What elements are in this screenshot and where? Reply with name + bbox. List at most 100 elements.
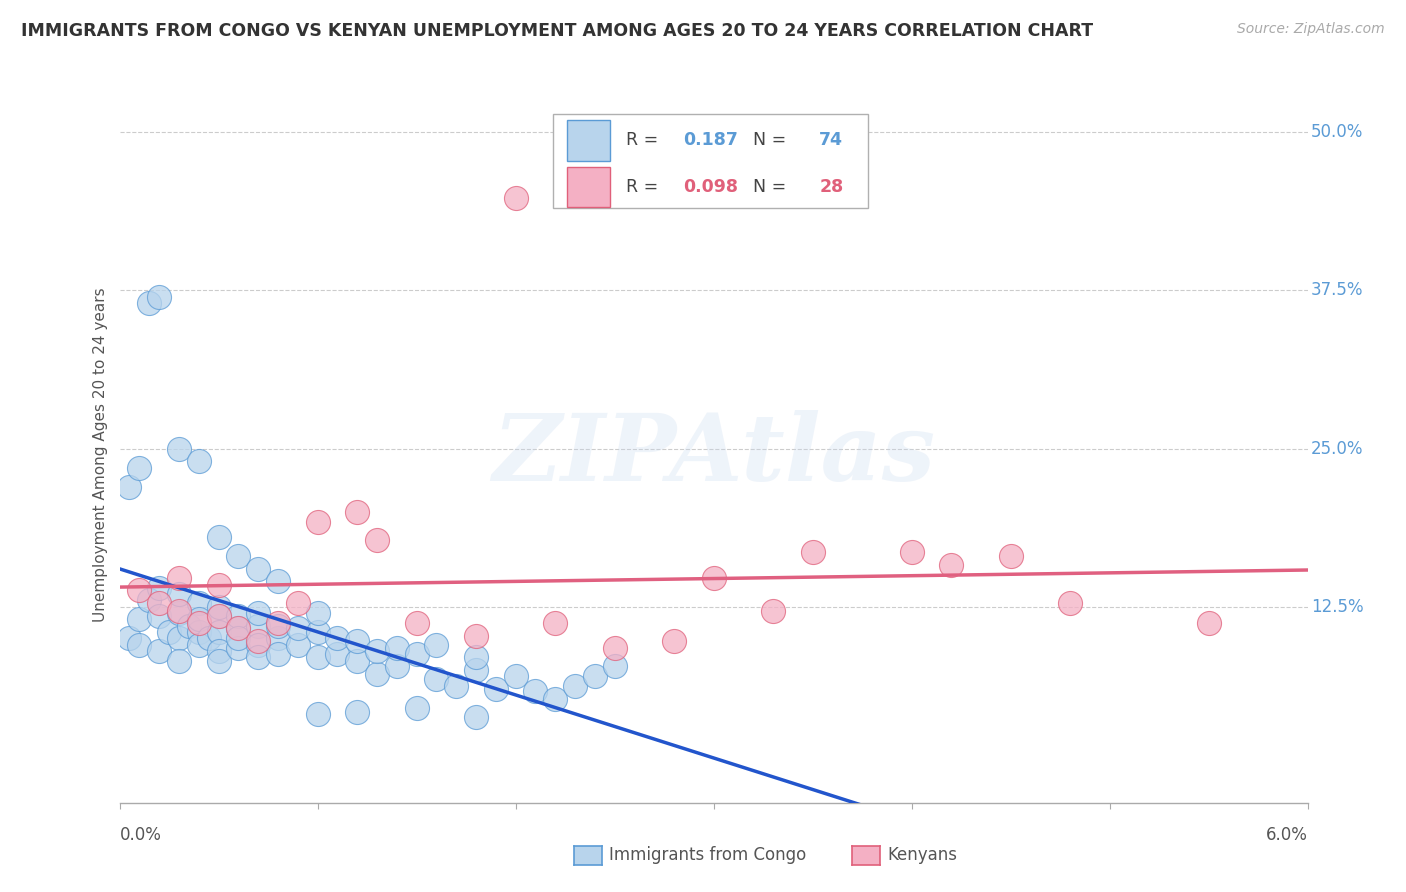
Point xyxy=(464,629,488,643)
Text: 0.0%: 0.0% xyxy=(120,826,162,844)
Point xyxy=(118,632,141,646)
Point xyxy=(544,616,567,631)
Text: 6.0%: 6.0% xyxy=(1265,826,1308,844)
Point xyxy=(425,638,447,652)
Text: 50.0%: 50.0% xyxy=(1312,123,1364,141)
Point xyxy=(228,632,250,646)
Point xyxy=(207,644,229,658)
Text: N =: N = xyxy=(742,131,792,150)
Text: Immigrants from Congo: Immigrants from Congo xyxy=(609,847,806,864)
Point xyxy=(207,530,229,544)
Point xyxy=(247,562,270,576)
Text: 28: 28 xyxy=(820,178,844,196)
Text: 37.5%: 37.5% xyxy=(1312,282,1364,300)
Point xyxy=(505,191,527,205)
Point xyxy=(187,596,209,610)
Point xyxy=(207,654,229,668)
Point xyxy=(167,654,190,668)
Point xyxy=(326,647,349,661)
Text: ZIPAtlas: ZIPAtlas xyxy=(492,410,935,500)
Point xyxy=(425,672,447,686)
Point xyxy=(228,621,250,635)
Point xyxy=(167,571,190,585)
Text: R =: R = xyxy=(626,131,664,150)
Point xyxy=(157,625,180,640)
Point xyxy=(307,515,329,529)
Point xyxy=(564,680,586,694)
Point xyxy=(138,593,160,607)
Y-axis label: Unemployment Among Ages 20 to 24 years: Unemployment Among Ages 20 to 24 years xyxy=(93,287,108,623)
Text: 25.0%: 25.0% xyxy=(1312,440,1364,458)
Point xyxy=(405,616,427,631)
Point xyxy=(148,290,170,304)
Point xyxy=(187,638,209,652)
Point xyxy=(702,571,725,585)
Point xyxy=(207,599,229,614)
Text: 74: 74 xyxy=(820,131,844,150)
Point xyxy=(148,644,170,658)
Point xyxy=(366,533,388,547)
Point xyxy=(267,618,290,632)
Point xyxy=(941,558,963,572)
Point xyxy=(197,632,219,646)
Point xyxy=(267,647,290,661)
Text: 12.5%: 12.5% xyxy=(1312,598,1364,615)
Point xyxy=(228,641,250,656)
Point xyxy=(385,641,408,656)
Point xyxy=(207,625,229,640)
Point xyxy=(267,574,290,589)
Point xyxy=(177,618,200,632)
Point xyxy=(385,659,408,673)
Point xyxy=(346,505,368,519)
Point xyxy=(900,545,922,559)
Point xyxy=(405,647,427,661)
Point xyxy=(247,618,270,632)
Point xyxy=(464,710,488,724)
Point xyxy=(228,621,250,635)
Point xyxy=(247,606,270,620)
Point xyxy=(544,692,567,706)
Point xyxy=(1059,596,1081,610)
Point xyxy=(207,608,229,623)
Point xyxy=(583,669,606,683)
Point xyxy=(247,650,270,665)
Point xyxy=(762,603,785,617)
Point xyxy=(444,680,467,694)
Point xyxy=(148,581,170,595)
Point xyxy=(128,583,150,598)
Point xyxy=(366,644,388,658)
Point xyxy=(128,460,150,475)
Point xyxy=(167,587,190,601)
Point xyxy=(148,596,170,610)
Point xyxy=(405,701,427,715)
Point xyxy=(167,603,190,617)
Point xyxy=(267,616,290,631)
Point xyxy=(207,608,229,623)
Point xyxy=(167,606,190,620)
Text: N =: N = xyxy=(742,178,792,196)
Point xyxy=(464,663,488,677)
Point xyxy=(801,545,824,559)
Point xyxy=(603,659,626,673)
Text: Kenyans: Kenyans xyxy=(887,847,957,864)
Text: 0.187: 0.187 xyxy=(683,131,738,150)
Point xyxy=(346,633,368,648)
Point xyxy=(603,641,626,656)
Point xyxy=(662,633,685,648)
Point xyxy=(307,707,329,722)
Point xyxy=(267,632,290,646)
FancyBboxPatch shape xyxy=(568,120,610,161)
Point xyxy=(247,633,270,648)
Point xyxy=(118,479,141,493)
Text: Source: ZipAtlas.com: Source: ZipAtlas.com xyxy=(1237,22,1385,37)
FancyBboxPatch shape xyxy=(553,114,868,208)
Point xyxy=(307,650,329,665)
Point xyxy=(207,578,229,592)
Text: R =: R = xyxy=(626,178,664,196)
Point xyxy=(307,625,329,640)
Point xyxy=(464,650,488,665)
FancyBboxPatch shape xyxy=(568,167,610,207)
Point xyxy=(228,608,250,623)
Point xyxy=(187,625,209,640)
Point xyxy=(346,705,368,719)
